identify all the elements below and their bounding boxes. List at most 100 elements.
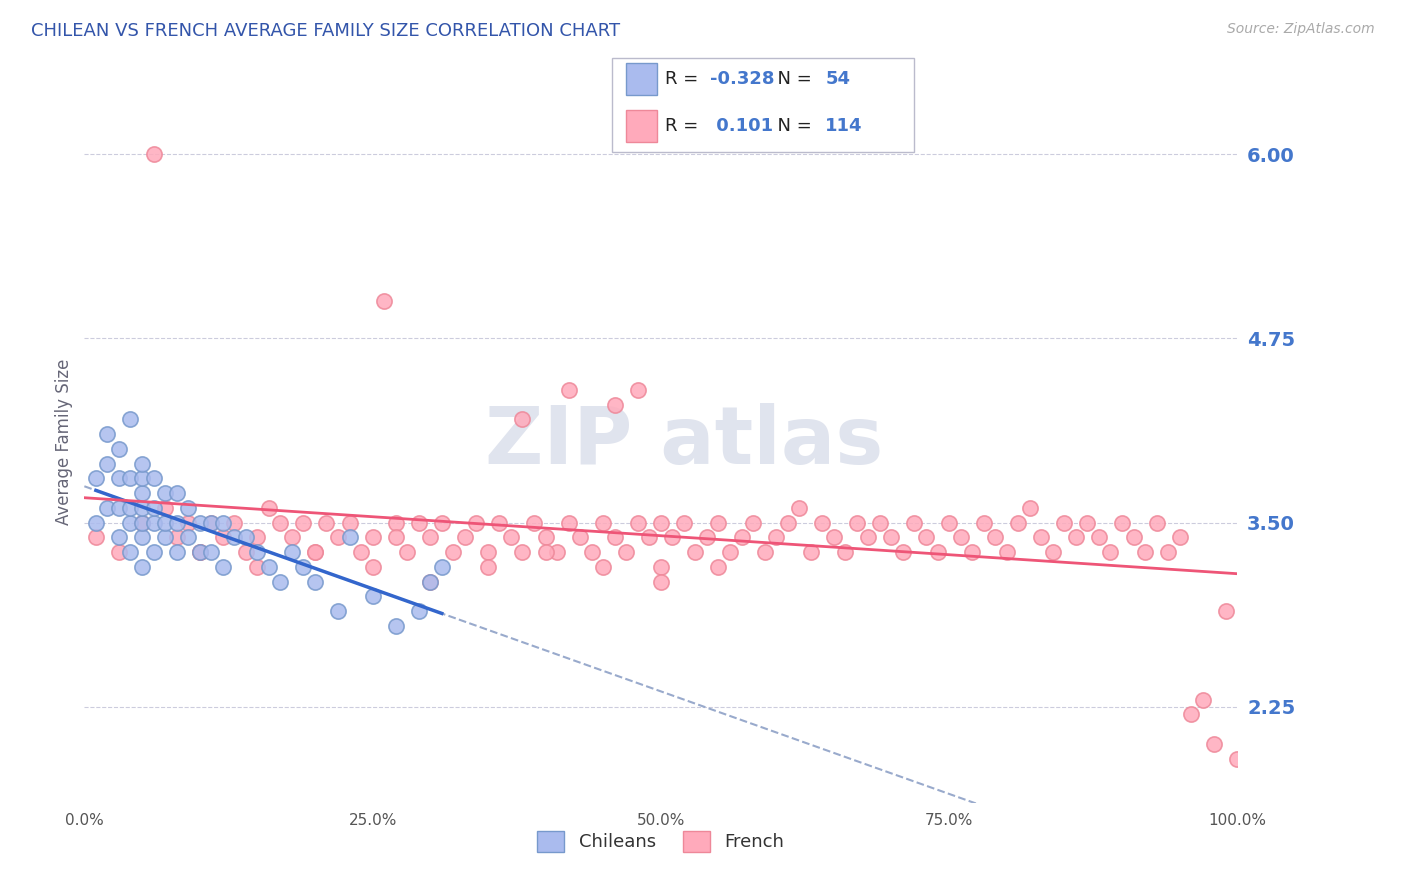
Point	[800, 545, 823, 559]
Point	[131, 471, 153, 485]
Point	[246, 545, 269, 559]
Point	[224, 530, 246, 544]
Point	[166, 516, 188, 530]
Point	[707, 560, 730, 574]
Point	[419, 574, 441, 589]
Text: N =: N =	[766, 70, 818, 88]
Point	[1215, 604, 1237, 618]
Point	[108, 500, 131, 515]
Point	[188, 516, 211, 530]
Point	[292, 516, 315, 530]
Point	[1007, 516, 1029, 530]
Point	[1191, 692, 1213, 706]
Point	[603, 530, 626, 544]
Point	[200, 516, 222, 530]
Point	[880, 530, 903, 544]
Point	[166, 530, 188, 544]
Point	[200, 516, 222, 530]
Point	[823, 530, 845, 544]
Point	[995, 545, 1018, 559]
Text: N =: N =	[766, 117, 818, 135]
Point	[84, 516, 107, 530]
Point	[696, 530, 718, 544]
Point	[730, 530, 752, 544]
Point	[512, 412, 534, 426]
Text: R =: R =	[665, 70, 704, 88]
Point	[108, 545, 131, 559]
Point	[1064, 530, 1087, 544]
Point	[603, 398, 626, 412]
Point	[499, 530, 522, 544]
Point	[430, 560, 453, 574]
Point	[188, 545, 211, 559]
Point	[523, 516, 546, 530]
Point	[211, 560, 233, 574]
Point	[891, 545, 914, 559]
Point	[211, 516, 233, 530]
Point	[858, 530, 880, 544]
Point	[84, 471, 107, 485]
Point	[984, 530, 1007, 544]
Point	[153, 486, 176, 500]
Point	[131, 500, 153, 515]
Point	[235, 545, 257, 559]
Text: 0.101: 0.101	[710, 117, 773, 135]
Point	[1180, 707, 1202, 722]
Point	[938, 516, 960, 530]
Point	[200, 545, 222, 559]
Point	[292, 560, 315, 574]
Point	[142, 516, 165, 530]
Point	[96, 457, 118, 471]
Point	[915, 530, 938, 544]
Point	[131, 486, 153, 500]
Point	[707, 516, 730, 530]
Point	[960, 545, 983, 559]
Point	[131, 516, 153, 530]
Point	[834, 545, 856, 559]
Point	[235, 530, 257, 544]
Point	[1146, 516, 1168, 530]
Point	[84, 530, 107, 544]
Point	[131, 516, 153, 530]
Point	[188, 545, 211, 559]
Point	[361, 590, 384, 604]
Point	[396, 545, 419, 559]
Point	[142, 500, 165, 515]
Point	[96, 500, 118, 515]
Point	[166, 545, 188, 559]
Y-axis label: Average Family Size: Average Family Size	[55, 359, 73, 524]
Point	[650, 560, 672, 574]
Point	[108, 442, 131, 456]
Point	[246, 560, 269, 574]
Point	[153, 530, 176, 544]
Point	[557, 516, 579, 530]
Text: 114: 114	[825, 117, 863, 135]
Point	[257, 560, 280, 574]
Point	[108, 471, 131, 485]
Point	[627, 516, 650, 530]
Point	[557, 383, 579, 397]
Point	[534, 530, 557, 544]
Point	[477, 560, 499, 574]
Text: 54: 54	[825, 70, 851, 88]
Point	[339, 516, 361, 530]
Point	[177, 500, 200, 515]
Point	[638, 530, 661, 544]
Point	[408, 516, 430, 530]
Point	[304, 545, 326, 559]
Point	[384, 619, 406, 633]
Point	[1111, 516, 1133, 530]
Point	[477, 545, 499, 559]
Point	[742, 516, 765, 530]
Point	[361, 560, 384, 574]
Point	[120, 545, 142, 559]
Point	[142, 545, 165, 559]
Point	[257, 500, 280, 515]
Point	[1088, 530, 1111, 544]
Point	[326, 530, 349, 544]
Point	[927, 545, 949, 559]
Text: CHILEAN VS FRENCH AVERAGE FAMILY SIZE CORRELATION CHART: CHILEAN VS FRENCH AVERAGE FAMILY SIZE CO…	[31, 22, 620, 40]
Point	[304, 545, 326, 559]
Point	[534, 545, 557, 559]
Point	[1204, 737, 1226, 751]
